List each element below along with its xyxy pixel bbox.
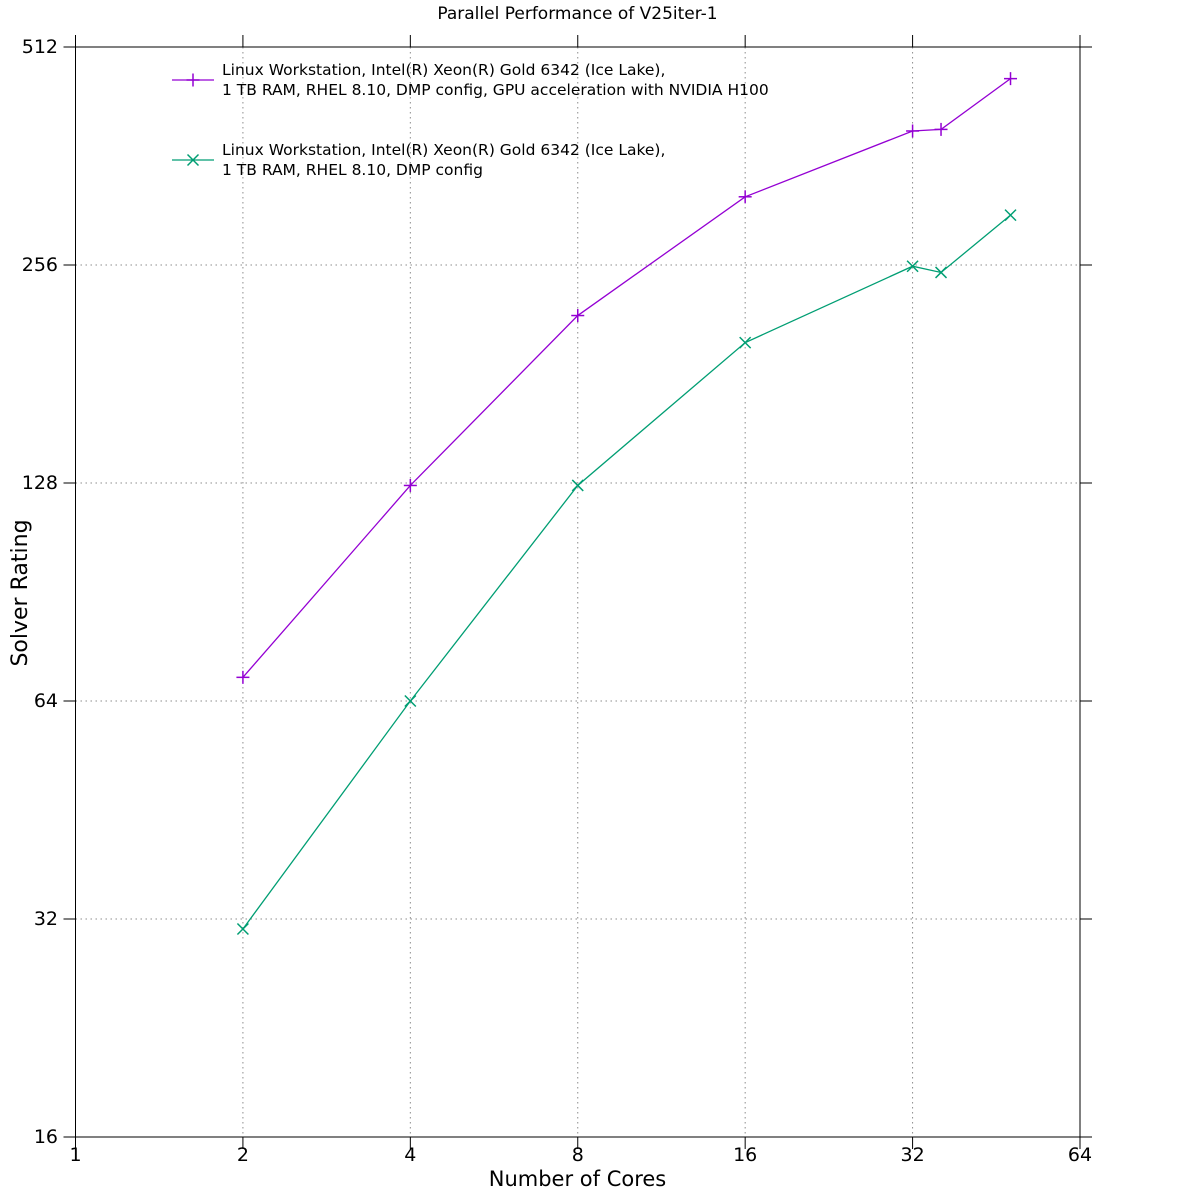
y-tick-label: 16 bbox=[33, 1126, 58, 1148]
y-tick-label: 32 bbox=[33, 908, 58, 930]
data-point-cpu-only bbox=[236, 922, 249, 936]
legend-label-cpu-line1: Linux Workstation, Intel(R) Xeon(R) Gold… bbox=[222, 141, 666, 159]
legend-label-cpu-line2: 1 TB RAM, RHEL 8.10, DMP config bbox=[222, 161, 483, 179]
x-tick-label: 1 bbox=[69, 1144, 82, 1166]
series-line-cpu-only bbox=[242, 214, 1011, 930]
data-point-cpu-only bbox=[935, 266, 948, 279]
legend-label-cpu: Linux Workstation, Intel(R) Xeon(R) Gold… bbox=[222, 140, 665, 180]
x-tick-label: 2 bbox=[236, 1144, 249, 1166]
y-tick-label: 256 bbox=[21, 254, 58, 276]
data-point-cpu-only bbox=[906, 260, 919, 273]
x-tick-label: 16 bbox=[733, 1144, 758, 1166]
legend-label-gpu: Linux Workstation, Intel(R) Xeon(R) Gold… bbox=[222, 60, 769, 100]
data-point-cpu-only bbox=[739, 336, 752, 349]
data-point-cpu-only bbox=[1004, 209, 1017, 222]
x-tick-label: 32 bbox=[900, 1144, 925, 1166]
legend-sample-marker-cpu-only bbox=[186, 153, 200, 167]
x-tick-label: 4 bbox=[404, 1144, 417, 1166]
legend-label-gpu-line2: 1 TB RAM, RHEL 8.10, DMP config, GPU acc… bbox=[222, 81, 769, 99]
y-tick-label: 512 bbox=[21, 36, 58, 58]
x-tick-label: 64 bbox=[1067, 1144, 1093, 1166]
data-point-cpu-only bbox=[404, 694, 417, 708]
y-tick-label: 128 bbox=[21, 472, 58, 494]
legend-label-gpu-line1: Linux Workstation, Intel(R) Xeon(R) Gold… bbox=[222, 61, 666, 79]
chart-title: Parallel Performance of V25iter-1 bbox=[437, 4, 718, 24]
x-tick-label: 8 bbox=[571, 1144, 584, 1166]
data-point-cpu-only bbox=[571, 479, 584, 492]
x-axis-label: Number of Cores bbox=[488, 1167, 667, 1191]
y-tick-label: 64 bbox=[33, 690, 58, 712]
